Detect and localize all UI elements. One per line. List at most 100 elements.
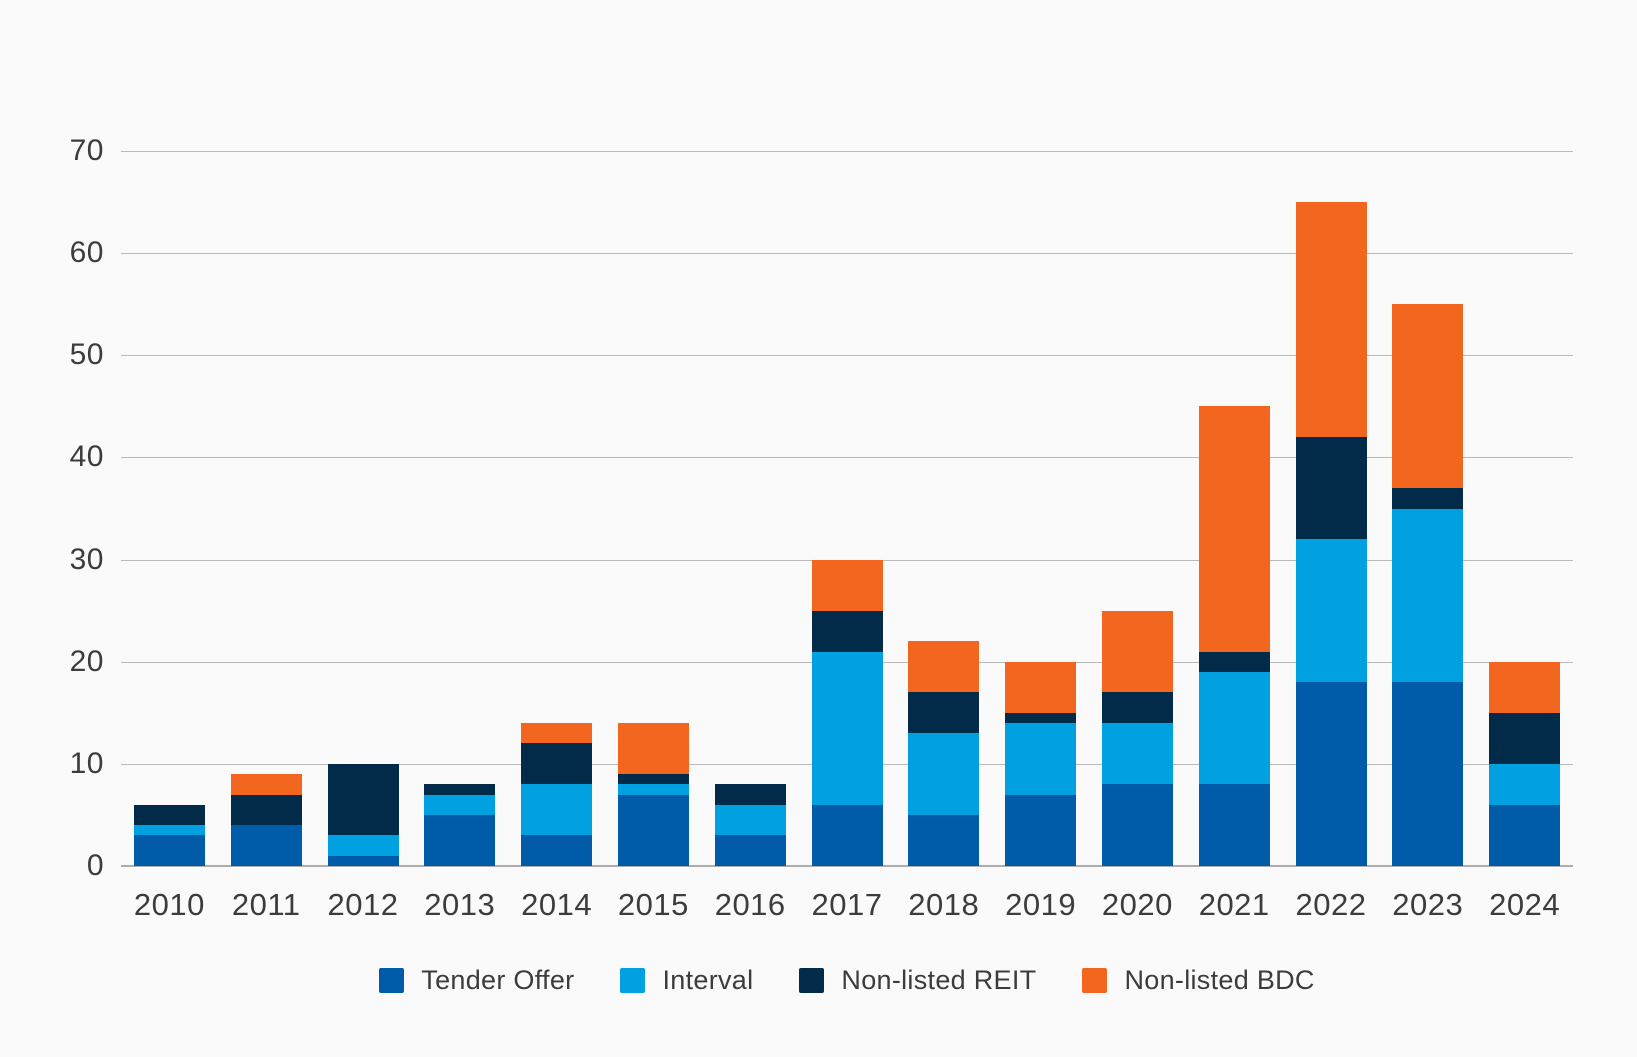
bar-segment-interval [521, 784, 593, 836]
bar-segment-interval [811, 651, 883, 805]
bar-segment-non-listed-bdc [1198, 406, 1270, 652]
gridline [121, 253, 1573, 255]
bar-segment-non-listed-reit [1489, 712, 1561, 764]
legend-label: Non-listed REIT [841, 965, 1037, 995]
bar-segment-interval [908, 733, 980, 815]
y-axis-tick-label: 30 [69, 542, 104, 576]
bar-segment-non-listed-reit [521, 743, 593, 785]
bar-segment-non-listed-bdc [617, 723, 689, 775]
bar-segment-tender-offer [811, 804, 883, 866]
bar-segment-interval [1392, 508, 1464, 683]
bar-segment-non-listed-reit [1198, 651, 1270, 672]
legend-swatch-icon [799, 967, 825, 993]
bar-segment-tender-offer [230, 825, 302, 866]
bar-segment-interval [1295, 539, 1367, 683]
bar-segment-non-listed-reit [811, 610, 883, 652]
y-axis-tick-label: 10 [69, 746, 104, 780]
bar-segment-non-listed-reit [424, 784, 496, 795]
bar-segment-tender-offer [1101, 784, 1173, 866]
bar-segment-non-listed-bdc [521, 723, 593, 744]
legend: Tender Offer Interval Non-listed REIT Non-l… [121, 963, 1573, 997]
x-axis-tick-label: 2024 [1489, 887, 1561, 922]
bar-stack-2017 [811, 151, 883, 866]
bar-segment-interval [1005, 723, 1077, 795]
bar-segment-non-listed-reit [908, 692, 980, 734]
bar-stack-2012 [327, 151, 399, 866]
legend-swatch-icon [1082, 967, 1108, 993]
bar-stack-2014 [521, 151, 593, 866]
bar-segment-non-listed-reit [1295, 437, 1367, 540]
bar-segment-interval [714, 804, 786, 836]
plot-area [121, 151, 1573, 867]
x-axis-tick-label: 2015 [617, 887, 689, 922]
bar-stack-2024 [1489, 151, 1561, 866]
bar-segment-non-listed-bdc [1392, 304, 1464, 489]
bar-segment-tender-offer [1198, 784, 1270, 866]
bar-stack-2020 [1101, 151, 1173, 866]
bar-segment-tender-offer [1295, 682, 1367, 866]
bar-segment-non-listed-reit [1005, 712, 1077, 723]
bar-segment-non-listed-bdc [1101, 610, 1173, 693]
bar-stack-2023 [1392, 151, 1464, 866]
x-axis-baseline [121, 865, 1573, 867]
legend-label: Non-listed BDC [1124, 965, 1315, 995]
y-axis-tick-label: 50 [69, 338, 104, 372]
legend-swatch-icon [379, 967, 405, 993]
x-axis-tick-label: 2023 [1392, 887, 1464, 922]
legend-item-tender-offer: Tender Offer [379, 963, 574, 997]
bar-segment-non-listed-reit [327, 763, 399, 836]
x-axis-tick-label: 2021 [1198, 887, 1270, 922]
bar-segment-interval [327, 835, 399, 856]
x-axis-tick-label: 2018 [908, 887, 980, 922]
x-axis-tick-label: 2020 [1101, 887, 1173, 922]
bar-segment-interval [133, 825, 205, 836]
legend-label: Interval [662, 965, 754, 995]
x-axis-tick-label: 2019 [1005, 887, 1077, 922]
bar-segment-tender-offer [1392, 682, 1464, 866]
bar-segment-non-listed-reit [230, 794, 302, 826]
bar-segment-interval [1489, 763, 1561, 805]
bar-stack-2010 [133, 151, 205, 866]
bar-stack-2013 [424, 151, 496, 866]
bar-segment-tender-offer [327, 855, 399, 866]
bar-segment-tender-offer [1005, 794, 1077, 866]
bar-segment-interval [424, 794, 496, 815]
x-axis-tick-label: 2014 [521, 887, 593, 922]
legend-label: Tender Offer [421, 965, 575, 995]
legend-item-non-listed-reit: Non-listed REIT [799, 963, 1036, 997]
bar-segment-non-listed-reit [617, 774, 689, 785]
x-axis-tick-label: 2017 [811, 887, 883, 922]
y-axis-tick-label: 40 [69, 440, 104, 474]
bar-segment-non-listed-bdc [811, 559, 883, 611]
bar-stack-2021 [1198, 151, 1270, 866]
bar-segment-non-listed-bdc [230, 774, 302, 795]
bar-segment-tender-offer [521, 835, 593, 866]
gridline [121, 457, 1573, 459]
legend-item-interval: Interval [620, 963, 753, 997]
x-axis-tick-label: 2010 [133, 887, 205, 922]
x-axis-tick-label: 2012 [327, 887, 399, 922]
bar-stack-2016 [714, 151, 786, 866]
bar-segment-non-listed-reit [133, 804, 205, 826]
y-axis-tick-label: 60 [69, 236, 104, 270]
bar-segment-interval [617, 784, 689, 795]
bar-segment-non-listed-bdc [1489, 661, 1561, 713]
bar-stack-2018 [908, 151, 980, 866]
y-axis-tick-label: 0 [86, 849, 104, 882]
bar-segment-non-listed-bdc [908, 641, 980, 693]
bar-segment-non-listed-bdc [1005, 661, 1077, 713]
bar-segment-tender-offer [424, 814, 496, 866]
bar-segment-non-listed-reit [1101, 692, 1173, 723]
bar-segment-non-listed-bdc [1295, 202, 1367, 437]
bar-segment-non-listed-reit [714, 784, 786, 805]
legend-item-non-listed-bdc: Non-listed BDC [1082, 963, 1314, 997]
x-axis-tick-label: 2013 [424, 887, 496, 922]
bar-segment-non-listed-reit [1392, 488, 1464, 509]
bar-segment-interval [1101, 723, 1173, 785]
bar-segment-tender-offer [1489, 804, 1561, 866]
x-axis-tick-label: 2022 [1295, 887, 1367, 922]
gridline [121, 151, 1573, 152]
bar-stack-2015 [617, 151, 689, 866]
x-axis-tick-label: 2011 [231, 887, 301, 922]
